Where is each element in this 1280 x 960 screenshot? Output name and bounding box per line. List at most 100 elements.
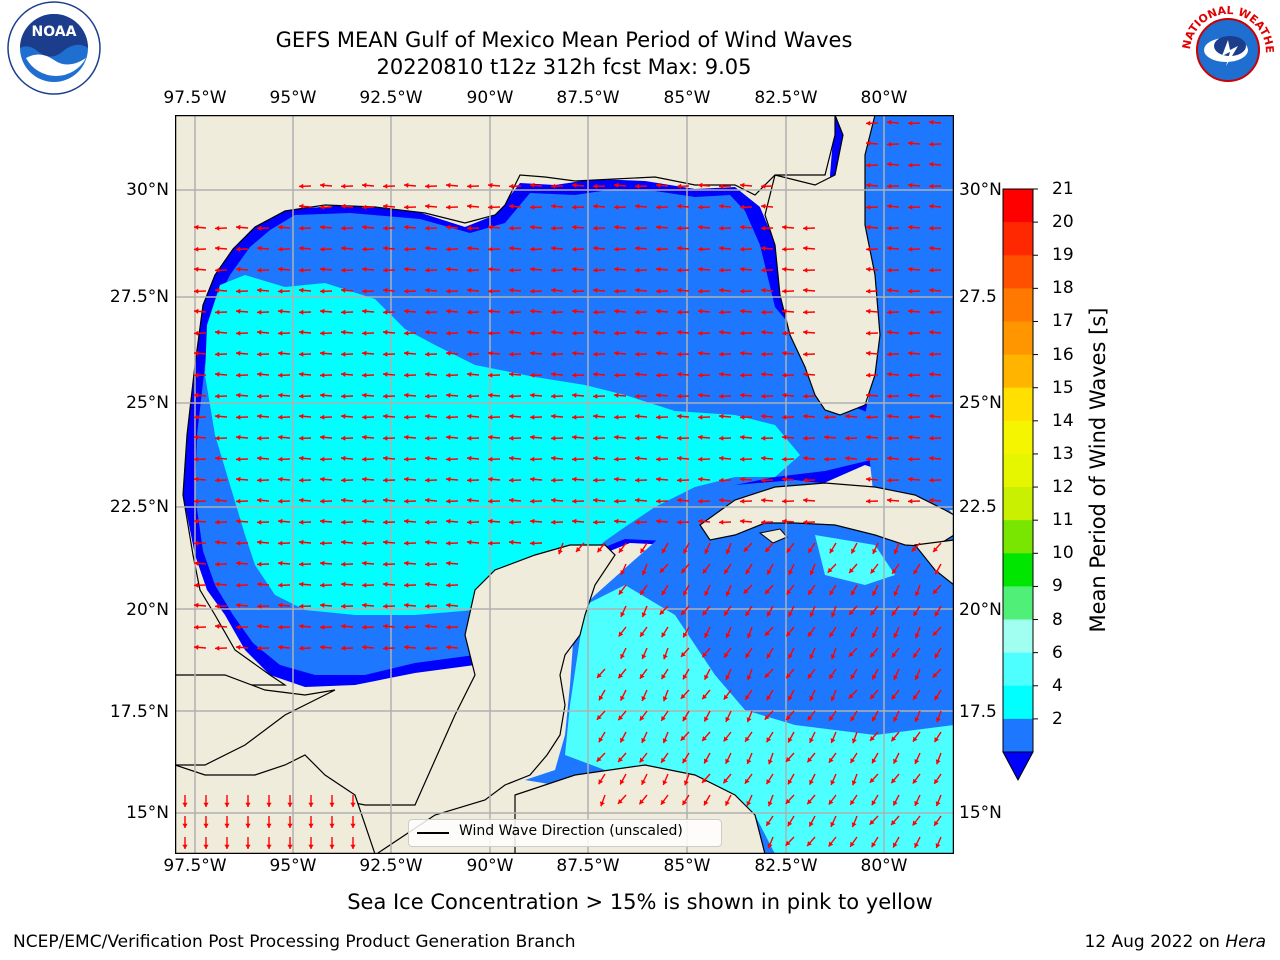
wind-arrow-head xyxy=(618,673,624,679)
wind-arrow-head xyxy=(614,392,619,398)
mexico-south-land xyxy=(175,754,376,854)
wind-arrow-head xyxy=(530,372,535,378)
lon-label-bottom: 90°W xyxy=(466,856,514,876)
wind-arrow-head xyxy=(597,547,603,553)
wind-arrow-head xyxy=(194,224,199,230)
wind-arrow-head xyxy=(446,560,451,566)
wind-arrow-head xyxy=(341,371,346,377)
wind-arrow-head xyxy=(236,288,241,294)
wind-arrow-head xyxy=(194,372,199,378)
wind-arrow-head xyxy=(509,225,514,231)
lon-label-bottom: 87.5°W xyxy=(556,856,620,876)
wind-arrow-head xyxy=(551,497,556,503)
wind-arrow-head xyxy=(765,589,770,595)
wind-arrow-head xyxy=(677,203,682,209)
wind-arrow-head xyxy=(719,245,724,251)
wind-arrow-head xyxy=(509,435,514,441)
wind-arrow-head xyxy=(870,652,875,658)
wind-arrow-head xyxy=(761,267,766,273)
wind-arrow-head xyxy=(299,477,304,483)
wind-arrow-head xyxy=(236,392,241,398)
wind-arrow-head xyxy=(887,203,892,209)
wind-arrow-head xyxy=(404,434,409,440)
wind-arrow-head xyxy=(761,245,766,251)
caribbean-water-cyan xyxy=(565,585,954,854)
wind-arrow-head xyxy=(215,371,220,377)
wind-arrow-head xyxy=(257,329,262,335)
wind-arrow-head xyxy=(467,225,472,231)
wind-arrow-head xyxy=(914,591,920,597)
wind-arrow-head xyxy=(912,820,918,826)
wind-arrow-head xyxy=(299,603,304,609)
wind-arrow-head xyxy=(530,476,535,482)
wind-arrow-head xyxy=(488,540,493,546)
wind-arrow-head xyxy=(341,497,346,503)
wind-arrow-head xyxy=(641,737,647,743)
noaa-logo: NOAA xyxy=(7,1,101,95)
wind-arrow-head xyxy=(704,590,710,596)
wind-arrow-head xyxy=(702,610,708,616)
wind-arrow-head xyxy=(425,245,430,251)
wind-arrow-head xyxy=(891,610,897,616)
colorbar-segment xyxy=(1003,685,1033,720)
wind-arrow-head xyxy=(702,568,708,574)
wind-arrow-head xyxy=(278,308,283,314)
wind-arrow-head xyxy=(782,350,787,356)
wind-arrow-head xyxy=(767,843,773,849)
wind-arrow-head xyxy=(845,455,850,461)
wind-arrow-head xyxy=(719,183,724,189)
wind-arrow-head xyxy=(446,540,451,546)
wind-arrow-head xyxy=(194,624,199,630)
wind-arrow-head xyxy=(350,802,356,807)
wind-arrow-head xyxy=(530,288,535,294)
wind-arrow-head xyxy=(782,518,787,524)
wind-arrow-head xyxy=(467,309,472,315)
wind-arrow-head xyxy=(849,610,854,615)
wind-arrow-head xyxy=(635,477,640,483)
wind-arrow-head xyxy=(640,631,645,637)
wind-arrow-head xyxy=(509,519,514,525)
wind-arrow-head xyxy=(745,695,750,700)
wind-arrow-head xyxy=(851,780,857,786)
wind-arrow-head xyxy=(934,695,940,701)
wind-arrow-head xyxy=(740,288,745,294)
wind-arrow-head xyxy=(488,414,493,420)
wind-arrow-head xyxy=(809,821,814,827)
wind-arrow-head xyxy=(788,653,793,659)
wind-arrow-head xyxy=(362,372,367,378)
wind-arrow-head xyxy=(236,350,241,356)
wind-arrow-head xyxy=(744,778,750,784)
wind-arrow-head xyxy=(341,203,346,209)
wind-arrow-head xyxy=(782,246,787,252)
wind-arrow-head xyxy=(740,372,745,378)
wind-arrow-head xyxy=(635,183,640,189)
wind-arrow-head xyxy=(887,413,892,419)
wind-arrow-head xyxy=(509,413,514,419)
colorbar-tick-label: 8 xyxy=(1052,609,1063,630)
wind-arrow-head xyxy=(935,759,941,765)
lat-label-right: 20°N xyxy=(959,600,1002,620)
wind-arrow-head xyxy=(682,800,687,806)
wind-arrow-head xyxy=(866,456,871,462)
wind-arrow-head xyxy=(828,841,834,847)
map-panel xyxy=(175,115,954,854)
colorbar-tick-label: 12 xyxy=(1052,477,1074,498)
wind-arrow-head xyxy=(803,225,808,231)
wind-arrow-head xyxy=(620,779,625,785)
wind-arrow-head xyxy=(635,245,640,251)
wind-arrow-head xyxy=(245,844,251,849)
wind-arrow-head xyxy=(467,287,472,293)
wind-arrow-head xyxy=(236,602,241,608)
wind-arrow-head xyxy=(704,549,710,554)
wind-arrow-head xyxy=(698,434,703,440)
wind-arrow-head xyxy=(870,568,876,574)
wind-arrow-head xyxy=(782,288,787,294)
wind-arrow-head xyxy=(425,309,430,315)
lon-label-top: 80°W xyxy=(860,88,908,108)
wind-arrow-head xyxy=(929,435,934,441)
wind-arrow-head xyxy=(677,287,682,293)
wind-arrow-head xyxy=(446,288,451,294)
wind-arrow-head xyxy=(803,329,808,335)
colorbar-segment xyxy=(1003,652,1033,687)
